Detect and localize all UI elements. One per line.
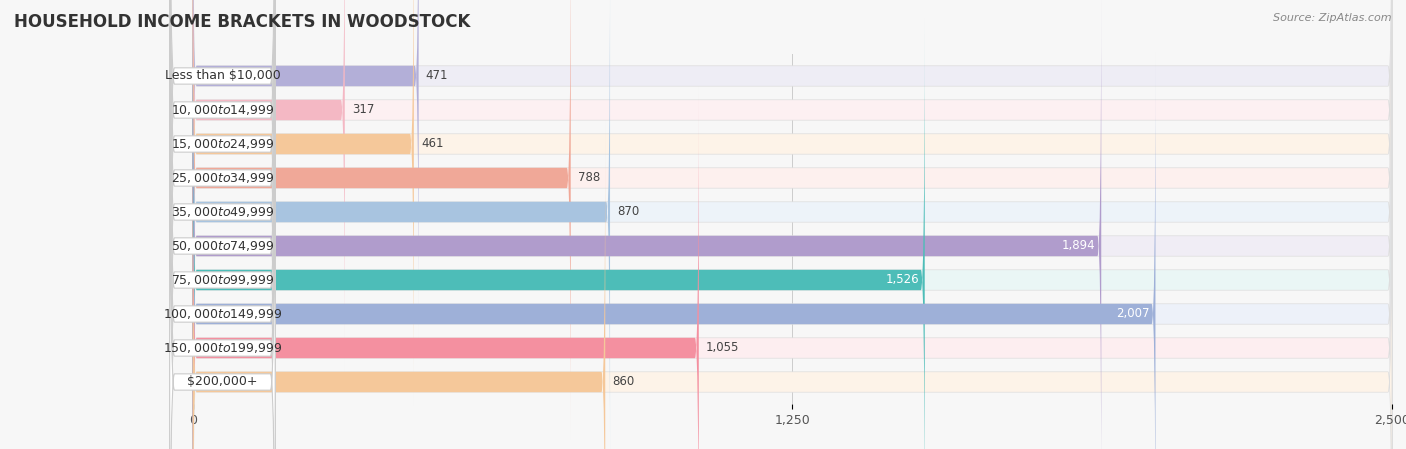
FancyBboxPatch shape	[193, 0, 419, 338]
FancyBboxPatch shape	[193, 52, 1392, 449]
FancyBboxPatch shape	[193, 0, 1392, 406]
Text: $50,000 to $74,999: $50,000 to $74,999	[170, 239, 274, 253]
FancyBboxPatch shape	[193, 0, 610, 449]
Text: $150,000 to $199,999: $150,000 to $199,999	[163, 341, 283, 355]
Text: $200,000+: $200,000+	[187, 375, 257, 388]
FancyBboxPatch shape	[170, 16, 276, 449]
Text: 1,526: 1,526	[886, 273, 920, 286]
FancyBboxPatch shape	[193, 0, 571, 440]
FancyBboxPatch shape	[170, 0, 276, 449]
FancyBboxPatch shape	[170, 0, 276, 442]
FancyBboxPatch shape	[170, 0, 276, 449]
Text: 788: 788	[578, 172, 600, 185]
FancyBboxPatch shape	[193, 0, 413, 406]
Text: $15,000 to $24,999: $15,000 to $24,999	[170, 137, 274, 151]
FancyBboxPatch shape	[193, 18, 925, 449]
Text: $75,000 to $99,999: $75,000 to $99,999	[170, 273, 274, 287]
FancyBboxPatch shape	[170, 0, 276, 449]
FancyBboxPatch shape	[193, 86, 1392, 449]
FancyBboxPatch shape	[170, 0, 276, 449]
Text: HOUSEHOLD INCOME BRACKETS IN WOODSTOCK: HOUSEHOLD INCOME BRACKETS IN WOODSTOCK	[14, 13, 471, 31]
FancyBboxPatch shape	[170, 50, 276, 449]
Text: $10,000 to $14,999: $10,000 to $14,999	[170, 103, 274, 117]
Text: 471: 471	[426, 70, 449, 83]
FancyBboxPatch shape	[193, 0, 1392, 372]
Text: 461: 461	[420, 137, 443, 150]
Text: 860: 860	[613, 375, 634, 388]
FancyBboxPatch shape	[193, 86, 699, 449]
Text: 317: 317	[352, 103, 374, 116]
FancyBboxPatch shape	[193, 0, 1392, 338]
FancyBboxPatch shape	[193, 0, 1392, 449]
Text: 870: 870	[617, 206, 640, 219]
Text: 2,007: 2,007	[1116, 308, 1150, 321]
Text: $25,000 to $34,999: $25,000 to $34,999	[170, 171, 274, 185]
Text: 1,894: 1,894	[1062, 239, 1095, 252]
FancyBboxPatch shape	[193, 52, 1156, 449]
FancyBboxPatch shape	[170, 0, 276, 449]
FancyBboxPatch shape	[193, 0, 1101, 449]
FancyBboxPatch shape	[193, 0, 1392, 449]
FancyBboxPatch shape	[193, 18, 1392, 449]
Text: $100,000 to $149,999: $100,000 to $149,999	[163, 307, 283, 321]
FancyBboxPatch shape	[170, 0, 276, 449]
FancyBboxPatch shape	[193, 120, 1392, 449]
FancyBboxPatch shape	[193, 0, 344, 372]
FancyBboxPatch shape	[170, 0, 276, 408]
Text: Source: ZipAtlas.com: Source: ZipAtlas.com	[1274, 13, 1392, 23]
Text: 1,055: 1,055	[706, 342, 740, 355]
Text: Less than $10,000: Less than $10,000	[165, 70, 280, 83]
FancyBboxPatch shape	[193, 0, 1392, 440]
FancyBboxPatch shape	[193, 120, 605, 449]
Text: $35,000 to $49,999: $35,000 to $49,999	[170, 205, 274, 219]
